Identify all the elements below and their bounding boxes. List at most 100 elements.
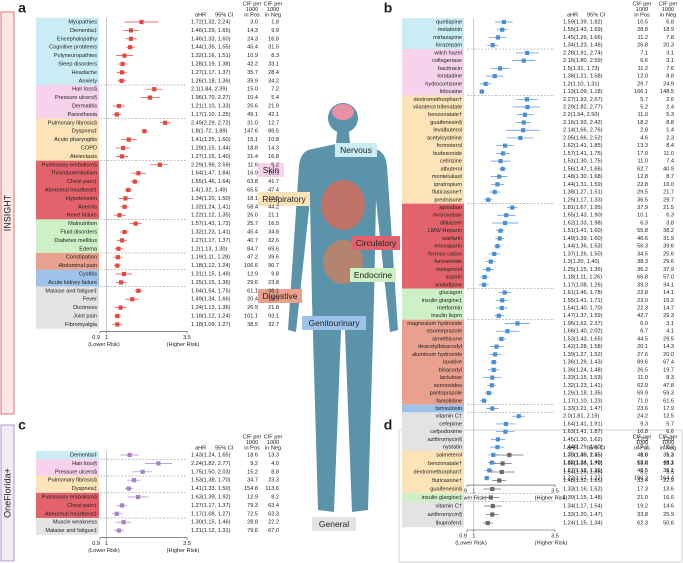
cif-neg: 8.3 xyxy=(666,375,674,381)
cif-pos: 11.6 xyxy=(248,162,258,168)
cif-pos: 19.2 xyxy=(637,503,648,509)
hr-ci-label: 1.47(1.37, 1.59) xyxy=(563,313,603,319)
cif-pos: 15.2 xyxy=(247,469,258,475)
row-label: benzonatate† xyxy=(428,112,462,118)
body-label: Digestive xyxy=(263,291,298,301)
row-label: Abnormal heartbeat‡ xyxy=(45,187,97,193)
column-header: aHR xyxy=(567,12,578,18)
cif-pos: 44.5 xyxy=(637,336,648,342)
column-header: 95% CI xyxy=(587,445,606,451)
cif-pos: 12.8 xyxy=(637,174,648,180)
hr-ci-label: 1.17(1.08, 1.27) xyxy=(191,511,231,517)
hr-marker xyxy=(516,414,521,419)
hr-ci-label: 1.57(1.43, 1.72) xyxy=(191,221,231,227)
cif-neg: 20.3 xyxy=(663,43,674,49)
cif-neg: 3.1 xyxy=(666,58,674,64)
hr-ci-label: 1.32(1.23, 1.41) xyxy=(563,383,603,389)
hr-ci-label: 1.27(1.15, 1.40) xyxy=(191,154,231,160)
cif-pos: 11.0 xyxy=(638,375,648,381)
row-label: Malnutrition xyxy=(68,221,97,227)
cif-neg: 25.9 xyxy=(663,512,674,518)
hr-marker xyxy=(490,375,495,380)
hr-marker xyxy=(481,282,487,287)
hr-ci-label: 1.22(1.17, 1.27) xyxy=(563,476,603,482)
hr-ci-label: 1.72(1.32, 2.24) xyxy=(191,19,231,25)
cif-neg: 13.5 xyxy=(268,196,279,202)
hr-marker xyxy=(140,469,145,474)
hr-ci-label: 1.32(1.16, 1.51) xyxy=(191,53,231,59)
hr-ci-label: 1.32(1.24, 1.40) xyxy=(563,460,603,466)
hr-ci-label: 1.62(1.41, 1.85) xyxy=(563,143,603,149)
row-label: Dyspnea‡ xyxy=(72,129,97,135)
cif-pos: 65.5 xyxy=(247,187,258,193)
cif-neg: 8.8 xyxy=(271,469,279,475)
hr-ci-label: 2.29(1.82, 2.77) xyxy=(563,105,603,111)
column-header: 1000 xyxy=(662,440,674,446)
row-label: ibuprofen‡ xyxy=(436,520,462,526)
row-label: Hair loss§ xyxy=(72,87,97,93)
column-header: in Pos xyxy=(244,445,260,451)
cif-neg: 38.1 xyxy=(268,288,279,294)
column-header: in Pos xyxy=(634,445,650,451)
row-label: Cognitive problems xyxy=(49,45,97,51)
cif-pos: 19.6 xyxy=(637,461,648,467)
hr-ci-label: 2.29(1.96, 2.59) xyxy=(191,162,231,168)
row-label: sennosides xyxy=(434,383,463,389)
hr-ci-label: 1.54(1.26, 1.88) xyxy=(563,469,603,475)
row-label: furosemide xyxy=(434,259,462,265)
cif-neg: 5.7 xyxy=(666,421,674,427)
cif-pos: 36.2 xyxy=(637,267,648,273)
cif-neg: 14.1 xyxy=(663,290,674,296)
hr-marker xyxy=(490,503,495,509)
hr-marker xyxy=(525,104,530,110)
cif-pos: 42.7 xyxy=(637,313,648,319)
cif-neg: 22.9 xyxy=(663,478,674,484)
cif-neg: 28.4 xyxy=(268,70,279,76)
cif-pos: 29.7 xyxy=(637,81,648,87)
body-label-box xyxy=(350,268,396,282)
cif-neg: 148.5 xyxy=(660,89,674,95)
row-label: Fibromyalgia xyxy=(65,322,98,328)
cif-neg: 21.9 xyxy=(268,103,279,109)
row-label: Dermatitis xyxy=(72,103,97,109)
cif-pos: 15.1 xyxy=(247,137,258,143)
hr-ci-label: 1.34(1.23, 1.46) xyxy=(563,43,603,49)
row-label: Polyneuropathies xyxy=(54,53,97,59)
cif-neg: 24.9 xyxy=(663,81,674,87)
cif-pos: 45.4 xyxy=(247,229,258,235)
hr-marker xyxy=(481,398,487,403)
cif-neg: 29.6 xyxy=(663,259,674,265)
row-label: simethicone xyxy=(432,336,462,342)
cif-pos: 72.5 xyxy=(247,511,258,517)
panel-letter: a xyxy=(18,0,26,16)
cif-pos: 49.1 xyxy=(247,112,258,118)
hr-ci-label: 1.62(1.33, 1.98) xyxy=(563,220,603,226)
hr-ci-label: 1.28(1.19, 1.38) xyxy=(191,61,231,67)
cif-neg: 5.4 xyxy=(271,95,279,101)
row-label: hydrocortisone xyxy=(425,81,462,87)
hr-marker xyxy=(115,313,120,319)
cif-pos: 24.2 xyxy=(637,414,648,420)
hr-marker xyxy=(121,271,127,277)
hr-marker xyxy=(122,229,127,235)
cif-neg: 7.6 xyxy=(666,66,674,72)
cif-pos: 26.9 xyxy=(247,305,258,311)
body-figure: Nervous Skin Respiratory Circulatory End… xyxy=(258,103,400,531)
cif-neg: 22.2 xyxy=(268,520,279,526)
hr-ci-label: 1.55(1.43, 1.69) xyxy=(563,27,603,33)
hr-marker xyxy=(119,70,125,75)
cif-pos: 23.0 xyxy=(637,298,648,304)
cif-pos: 10.1 xyxy=(637,213,648,219)
cif-pos: 18.8 xyxy=(247,145,258,151)
hr-marker xyxy=(495,437,501,442)
cif-pos: 56.3 xyxy=(637,244,648,250)
row-label: cefepime xyxy=(439,421,462,427)
column-header: 95% CI xyxy=(215,445,234,451)
row-label: Cystitis xyxy=(79,271,97,277)
row-label: vitamin C† xyxy=(436,414,462,420)
panel-letter: d xyxy=(384,417,393,433)
hr-ci-label: 1.38(1.27, 1.51) xyxy=(563,190,603,196)
hr-ci-label: 1.45(1.26, 1.66) xyxy=(563,35,603,41)
row-label: rivaroxaban xyxy=(433,213,462,219)
cif-pos: 25.7 xyxy=(247,221,258,227)
